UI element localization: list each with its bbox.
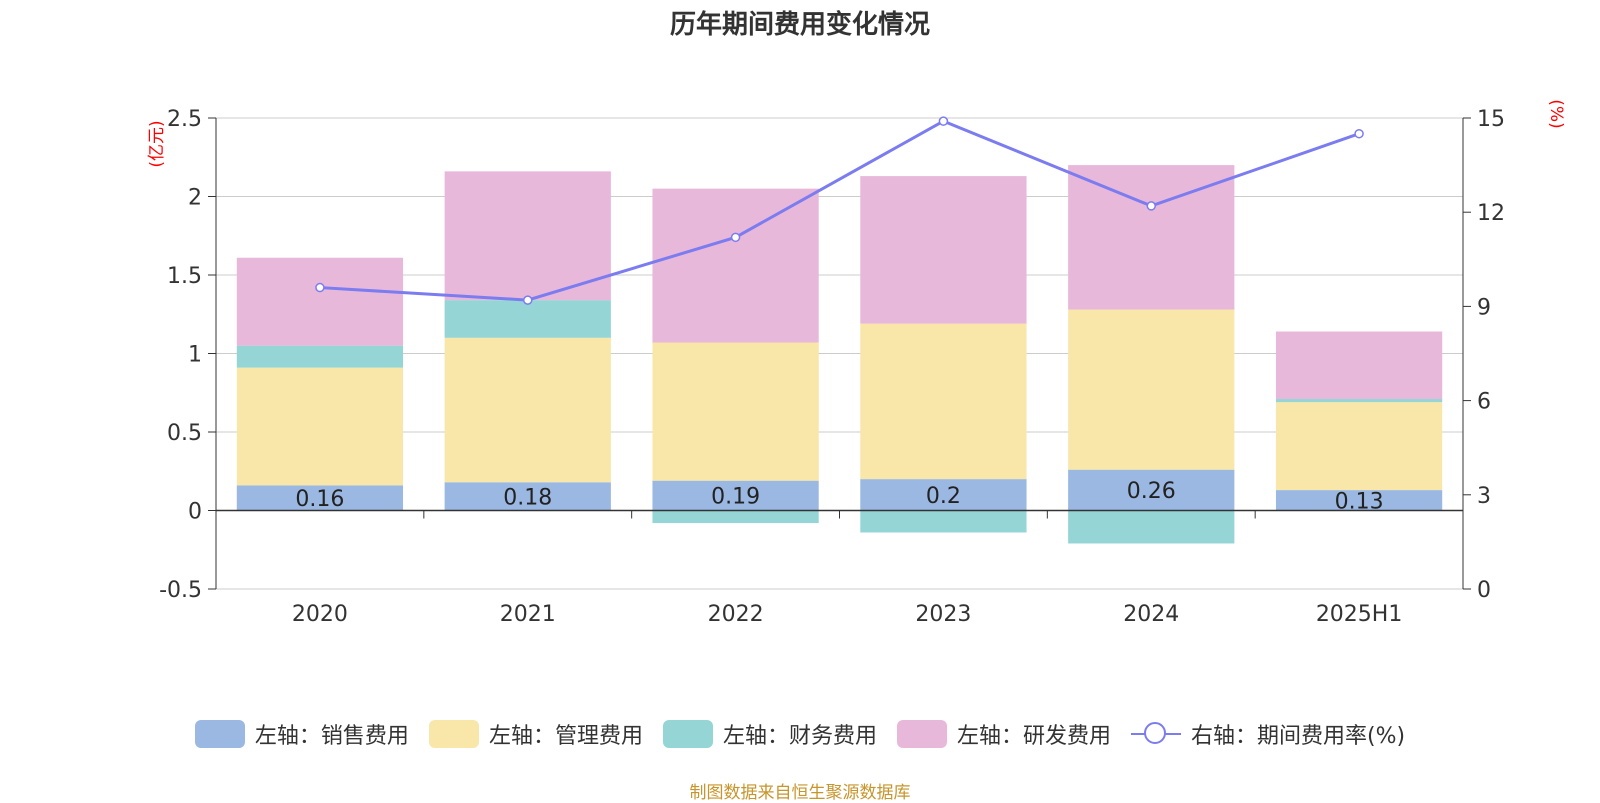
rate-point — [1146, 201, 1156, 211]
rate-point — [1354, 128, 1364, 139]
bar-sales — [860, 479, 1027, 511]
source-note: 制图数据来自恒生聚源数据库 — [689, 783, 911, 803]
x-axis-tick-label: 2024 — [1123, 602, 1179, 627]
bar-rd — [444, 171, 611, 301]
legend-swatch-rate — [1130, 720, 1181, 748]
data-labels: 0.16 0.18 0.19 0.2 0.26 0.13 — [295, 479, 1383, 514]
chart-svg: -0.5 0 0.5 1 1.5 2 2.5 0 3 6 9 12 15 (亿元) (%) 2020 2021 2… — [147, 99, 1566, 627]
bar-rd — [860, 176, 1027, 324]
x-axis-tick-label: 2020 — [292, 602, 348, 627]
right-axis-tick-label: 6 — [1477, 390, 1491, 415]
left-axis-unit: (亿元) — [147, 120, 167, 167]
right-axis-tick-label: 12 — [1477, 201, 1505, 226]
legend-swatch-finance — [662, 720, 713, 748]
bar-sales — [1068, 469, 1235, 511]
bar-admin — [1275, 402, 1443, 491]
bar-sales — [1275, 490, 1443, 511]
bar-finance — [236, 345, 404, 368]
bar-finance — [1068, 510, 1235, 544]
x-axis-tick-label: 2025H1 — [1316, 602, 1403, 627]
legend-item-sales[interactable]: 左轴：销售费用 — [194, 718, 409, 750]
bar-sales — [236, 485, 404, 511]
legend-label-rate: 右轴：期间费用率(%) — [1190, 724, 1406, 749]
bar-finance — [444, 300, 611, 338]
data-label-sales: 0.2 — [926, 484, 961, 509]
left-axis-tick-label: -0.5 — [159, 578, 202, 603]
legend-swatch-admin — [428, 720, 479, 748]
bar-sales — [444, 482, 611, 511]
bar-admin — [860, 323, 1027, 480]
right-axis-tick-label: 15 — [1477, 107, 1505, 132]
bar-admin — [444, 337, 611, 483]
left-axis-tick-label: 2.5 — [167, 107, 202, 132]
legend-swatch-rd — [896, 720, 947, 748]
legend: 左轴：销售费用 左轴：管理费用 左轴：财务费用 左轴：研发费用 右轴：期间费用率… — [0, 718, 1600, 750]
right-axis-tick-label: 0 — [1477, 578, 1491, 603]
bar-admin — [236, 367, 404, 486]
legend-label-admin: 左轴：管理费用 — [488, 724, 643, 749]
rate-point — [938, 116, 949, 126]
data-label-sales: 0.13 — [1335, 489, 1384, 514]
chart-title: 历年期间费用变化情况 — [669, 10, 930, 40]
bar-rd — [1275, 331, 1443, 400]
legend-item-rate[interactable]: 右轴：期间费用率(%) — [1130, 718, 1406, 750]
bar-sales — [652, 480, 819, 511]
legend-label-rd: 左轴：研发费用 — [956, 724, 1111, 749]
left-axis-tick-label: 1.5 — [167, 264, 202, 289]
data-label-sales: 0.19 — [711, 485, 760, 510]
bars — [236, 165, 1443, 544]
x-axis-tick-label: 2023 — [915, 602, 971, 627]
rate-polyline — [319, 119, 1360, 302]
legend-item-finance[interactable]: 左轴：财务费用 — [662, 718, 877, 750]
legend-swatch-sales — [194, 720, 245, 748]
x-axis-tick-label: 2021 — [500, 602, 556, 627]
bar-finance — [860, 510, 1027, 533]
rate-point — [730, 232, 741, 243]
bar-finance — [1275, 399, 1443, 403]
rate-point — [523, 295, 533, 305]
legend-item-admin[interactable]: 左轴：管理费用 — [428, 718, 643, 750]
left-axis-tick-label: 2 — [188, 186, 202, 211]
right-axis-tick-label: 9 — [1477, 295, 1491, 320]
left-axis-tick-label: 0.5 — [167, 421, 202, 446]
bar-admin — [652, 342, 819, 481]
right-axis-tick-label: 3 — [1477, 484, 1491, 509]
legend-item-rd[interactable]: 左轴：研发费用 — [896, 718, 1111, 750]
bar-admin — [1068, 309, 1235, 470]
right-axis-unit: (%) — [1546, 99, 1566, 128]
bar-rd — [236, 257, 404, 346]
x-axis-tick-label: 2022 — [708, 602, 764, 627]
rate-line — [315, 116, 1364, 305]
data-label-sales: 0.16 — [295, 487, 344, 512]
legend-label-finance: 左轴：财务费用 — [722, 724, 877, 749]
bar-finance — [652, 510, 819, 524]
data-label-sales: 0.26 — [1127, 479, 1176, 504]
rate-point — [315, 282, 325, 293]
bar-rd — [1068, 165, 1235, 310]
bar-rd — [652, 188, 819, 343]
axes: -0.5 0 0.5 1 1.5 2 2.5 0 3 6 9 12 15 (亿元) (%) 2020 2021 2… — [147, 99, 1566, 627]
left-axis-tick-label: 1 — [188, 343, 202, 368]
left-axis-tick-label: 0 — [188, 500, 202, 525]
data-label-sales: 0.18 — [503, 485, 552, 510]
legend-label-sales: 左轴：销售费用 — [254, 724, 409, 749]
grid-lines — [216, 117, 1463, 590]
